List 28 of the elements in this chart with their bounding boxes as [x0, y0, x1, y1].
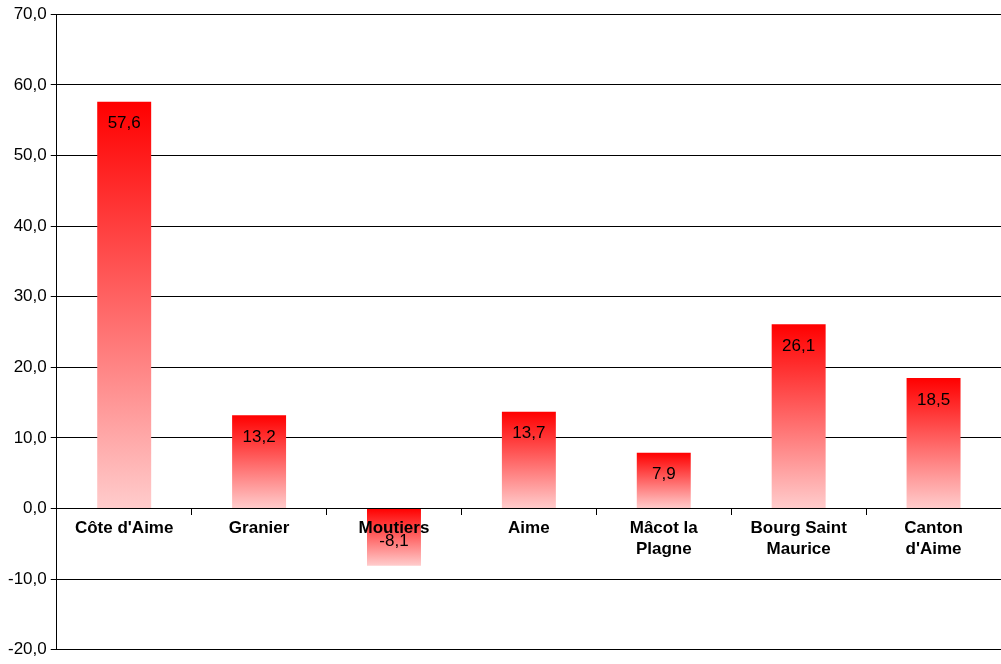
bar — [97, 101, 152, 509]
y-tick-label: 60,0 — [13, 74, 47, 94]
y-tick-label: 50,0 — [13, 145, 47, 165]
y-tick-label: 0,0 — [23, 498, 47, 518]
data-label: 13,7 — [512, 423, 546, 443]
y-tick-label: 70,0 — [13, 3, 47, 23]
bar — [771, 324, 826, 509]
bar — [906, 377, 961, 509]
x-tick-label: Mâcot la Plagne — [629, 518, 699, 558]
y-tick-label: 40,0 — [13, 215, 47, 235]
x-tick-label: Aime — [508, 518, 550, 538]
x-tick-label: Bourg Saint Maurice — [750, 518, 848, 558]
x-tick-label: Côte d'Aime — [74, 518, 174, 538]
x-tick-label: Granier — [228, 518, 290, 538]
bar — [636, 452, 691, 509]
y-tick-label: 10,0 — [13, 427, 47, 447]
bar — [501, 411, 556, 509]
y-tick-label: 30,0 — [13, 286, 47, 306]
data-label: 26,1 — [782, 335, 816, 355]
bar — [232, 415, 287, 509]
data-label: 57,6 — [107, 113, 141, 133]
data-label: 13,2 — [242, 427, 276, 447]
y-tick-label: -10,0 — [8, 568, 47, 588]
y-tick-label: 20,0 — [13, 357, 47, 376]
y-tick-label: -20,0 — [8, 639, 47, 659]
data-label: 7,9 — [651, 464, 676, 484]
x-tick-label: Canton d'Aime — [904, 518, 963, 558]
data-label: 18,5 — [917, 389, 951, 409]
